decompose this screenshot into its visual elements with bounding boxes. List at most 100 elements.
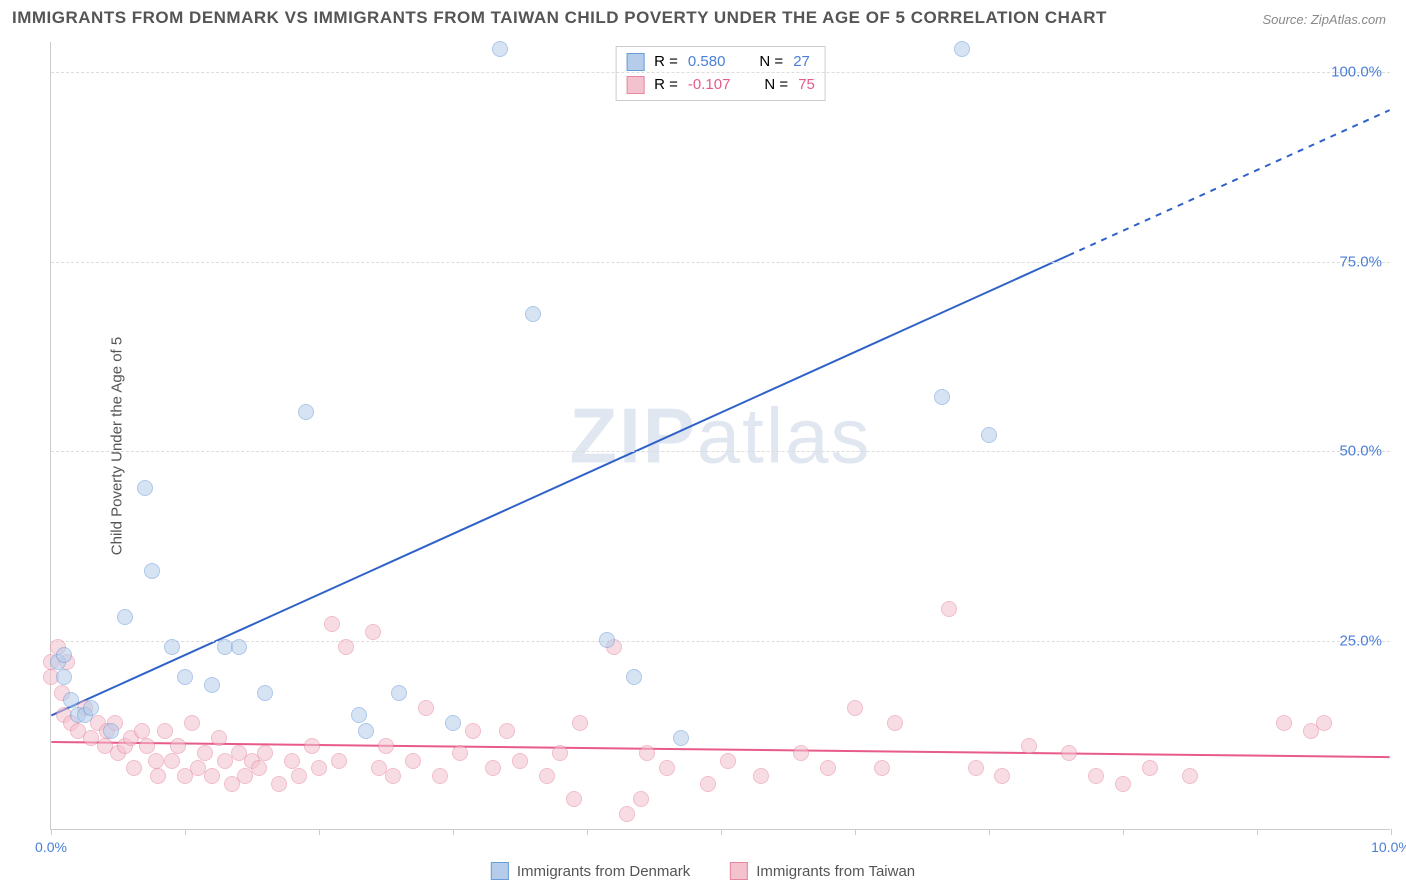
- data-point: [284, 753, 300, 769]
- data-point: [257, 745, 273, 761]
- data-point: [994, 768, 1010, 784]
- data-point: [157, 723, 173, 739]
- data-point: [144, 563, 160, 579]
- data-point: [1021, 738, 1037, 754]
- legend-label: Immigrants from Denmark: [517, 863, 690, 880]
- x-tick-mark: [587, 829, 588, 835]
- data-point: [599, 632, 615, 648]
- data-point: [465, 723, 481, 739]
- x-tick-mark: [1257, 829, 1258, 835]
- data-point: [298, 404, 314, 420]
- y-tick-label: 75.0%: [1339, 253, 1382, 270]
- data-point: [981, 427, 997, 443]
- data-point: [934, 389, 950, 405]
- data-point: [418, 700, 434, 716]
- x-tick-label: 0.0%: [35, 839, 67, 855]
- gridline: [51, 72, 1390, 73]
- stats-r-value: 0.580: [688, 51, 726, 74]
- chart-title: IMMIGRANTS FROM DENMARK VS IMMIGRANTS FR…: [12, 8, 1107, 28]
- data-point: [820, 760, 836, 776]
- data-point: [150, 768, 166, 784]
- data-point: [231, 639, 247, 655]
- stats-row-taiwan: R = -0.107 N = 75: [626, 74, 815, 97]
- data-point: [251, 760, 267, 776]
- y-tick-label: 50.0%: [1339, 443, 1382, 460]
- data-point: [539, 768, 555, 784]
- data-point: [257, 685, 273, 701]
- data-point: [170, 738, 186, 754]
- data-point: [452, 745, 468, 761]
- x-tick-mark: [989, 829, 990, 835]
- data-point: [378, 738, 394, 754]
- x-tick-mark: [721, 829, 722, 835]
- data-point: [126, 760, 142, 776]
- data-point: [137, 480, 153, 496]
- data-point: [103, 723, 119, 739]
- x-tick-mark: [453, 829, 454, 835]
- data-point: [753, 768, 769, 784]
- data-point: [1316, 715, 1332, 731]
- data-point: [83, 700, 99, 716]
- stats-r-label: R =: [654, 51, 678, 74]
- data-point: [56, 669, 72, 685]
- stats-r-label: R =: [654, 74, 678, 97]
- data-point: [566, 791, 582, 807]
- data-point: [1115, 776, 1131, 792]
- x-tick-label: 10.0%: [1371, 839, 1406, 855]
- swatch-denmark: [491, 862, 509, 880]
- data-point: [499, 723, 515, 739]
- data-point: [1061, 745, 1077, 761]
- swatch-denmark: [626, 53, 644, 71]
- legend-label: Immigrants from Taiwan: [756, 863, 915, 880]
- stats-row-denmark: R = 0.580 N = 27: [626, 51, 815, 74]
- correlation-stats-box: R = 0.580 N = 27 R = -0.107 N = 75: [615, 46, 826, 101]
- gridline: [51, 451, 1390, 452]
- data-point: [365, 624, 381, 640]
- x-tick-mark: [185, 829, 186, 835]
- data-point: [720, 753, 736, 769]
- x-tick-mark: [855, 829, 856, 835]
- stats-r-value: -0.107: [688, 74, 731, 97]
- scatter-plot-area: ZIPatlas R = 0.580 N = 27 R = -0.107 N =…: [50, 42, 1390, 830]
- data-point: [485, 760, 501, 776]
- data-point: [941, 601, 957, 617]
- data-point: [552, 745, 568, 761]
- data-point: [633, 791, 649, 807]
- stats-n-label: N =: [759, 51, 783, 74]
- data-point: [204, 768, 220, 784]
- data-point: [659, 760, 675, 776]
- data-point: [324, 616, 340, 632]
- data-point: [512, 753, 528, 769]
- source-attribution: Source: ZipAtlas.com: [1262, 12, 1386, 27]
- legend-item-denmark: Immigrants from Denmark: [491, 862, 690, 880]
- data-point: [311, 760, 327, 776]
- data-point: [432, 768, 448, 784]
- data-point: [572, 715, 588, 731]
- x-tick-mark: [1123, 829, 1124, 835]
- y-tick-label: 25.0%: [1339, 632, 1382, 649]
- data-point: [304, 738, 320, 754]
- data-point: [1088, 768, 1104, 784]
- data-point: [197, 745, 213, 761]
- data-point: [954, 41, 970, 57]
- swatch-taiwan: [730, 862, 748, 880]
- data-point: [405, 753, 421, 769]
- data-point: [391, 685, 407, 701]
- data-point: [117, 609, 133, 625]
- data-point: [887, 715, 903, 731]
- data-point: [1182, 768, 1198, 784]
- data-point: [968, 760, 984, 776]
- data-point: [626, 669, 642, 685]
- data-point: [492, 41, 508, 57]
- data-point: [291, 768, 307, 784]
- data-point: [184, 715, 200, 731]
- data-point: [639, 745, 655, 761]
- data-point: [211, 730, 227, 746]
- data-point: [385, 768, 401, 784]
- data-point: [358, 723, 374, 739]
- data-point: [338, 639, 354, 655]
- data-point: [177, 669, 193, 685]
- legend-item-taiwan: Immigrants from Taiwan: [730, 862, 915, 880]
- gridline: [51, 262, 1390, 263]
- x-tick-mark: [51, 829, 52, 835]
